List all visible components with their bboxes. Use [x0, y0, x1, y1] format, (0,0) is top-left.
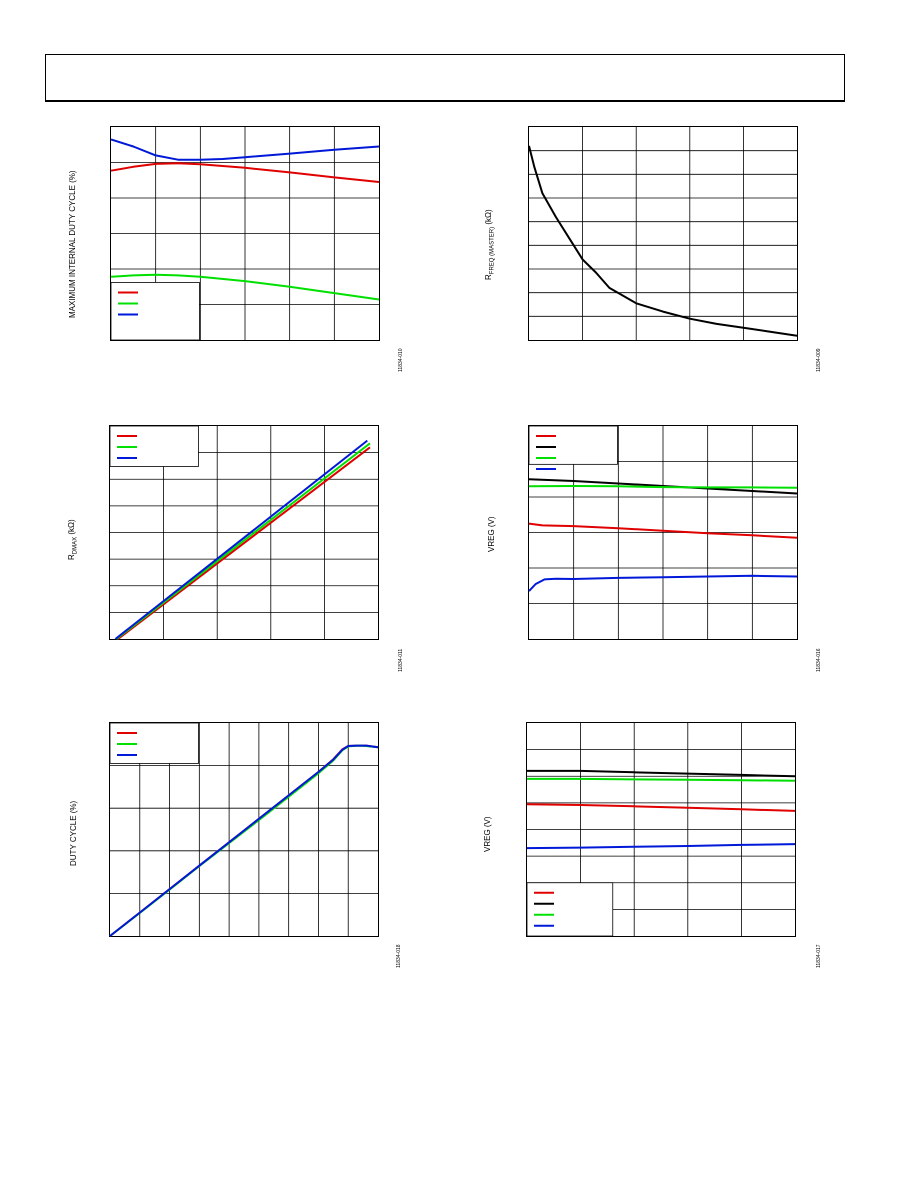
chart-svg: [526, 723, 796, 937]
series-line: [110, 162, 380, 183]
y-axis-label: VREG (V): [483, 816, 492, 852]
chart-svg: [528, 127, 798, 340]
chart-svg: [110, 127, 380, 341]
figure-code: 11834-017: [816, 944, 822, 968]
chart-svg: [528, 425, 798, 639]
series-line: [109, 744, 379, 937]
series-line: [527, 777, 796, 782]
y-axis-label: DUTY CYCLE (%): [69, 800, 78, 866]
y-axis-label: RDMAX (kΩ): [67, 519, 79, 560]
series-line: [109, 744, 379, 937]
series-line: [528, 522, 798, 539]
chart-svg: [109, 722, 379, 937]
series-line: [110, 138, 380, 161]
series-line: [528, 485, 798, 489]
plot-area: [528, 126, 798, 341]
figure-code: 11834-009: [816, 348, 822, 372]
plot-area: [528, 425, 798, 640]
figure-code: 11834-010: [398, 348, 404, 372]
y-axis-label: RFREQ (MASTER) (kΩ): [484, 209, 496, 280]
series-line: [117, 446, 371, 640]
legend-box: [526, 882, 614, 937]
plot-area: [526, 722, 796, 937]
series-line: [528, 145, 798, 337]
series-line: [526, 843, 796, 850]
series-line: [526, 803, 796, 812]
y-axis-label: VREG (V): [487, 516, 496, 552]
series-line: [528, 574, 798, 592]
plot-area: [109, 722, 379, 937]
series-line: [528, 478, 798, 495]
series-line: [109, 744, 379, 937]
chart-svg: [109, 425, 378, 640]
legend-box: [110, 282, 200, 341]
series-line: [527, 769, 796, 778]
series-line: [110, 273, 380, 301]
figure-code: 11834-016: [816, 648, 822, 672]
plot-area: [109, 425, 379, 640]
page-header-box: [45, 54, 845, 102]
figure-code: 11834-018: [396, 944, 402, 968]
plot-area: [110, 126, 380, 341]
y-axis-label: MAXIMUM INTERNAL DUTY CYCLE (%): [68, 170, 77, 318]
series-line: [115, 442, 371, 640]
figure-code: 11834-011: [398, 648, 404, 672]
series-line: [114, 439, 368, 640]
